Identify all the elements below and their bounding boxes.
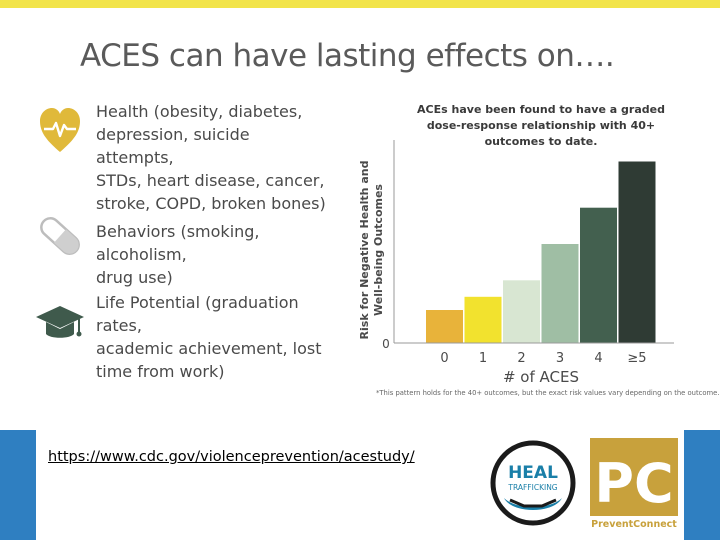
pc-logo-word: PC bbox=[594, 452, 673, 515]
effect-behaviors: Behaviors (smoking, alcoholism, drug use… bbox=[96, 220, 336, 289]
effect-line: depression, suicide attempts, bbox=[96, 125, 250, 167]
bar-4 bbox=[580, 207, 617, 343]
effect-health: Health (obesity, diabetes, depression, s… bbox=[96, 100, 326, 215]
heal-logo-word: HEAL bbox=[508, 463, 558, 483]
slide-title: ACES can have lasting effects on…. bbox=[80, 38, 615, 74]
chart-title-line: dose-response relationship with 40+ outc… bbox=[426, 119, 656, 148]
bar-0 bbox=[426, 310, 463, 343]
cdc-aces-study-link[interactable]: https://www.cdc.gov/violenceprevention/a… bbox=[48, 449, 415, 465]
y-tick-label: 0 bbox=[382, 337, 390, 351]
chart-footnote: *This pattern holds for the 40+ outcomes… bbox=[376, 389, 720, 397]
bar-1 bbox=[464, 296, 502, 343]
heal-trafficking-logo: HEAL TRAFFICKING bbox=[490, 440, 576, 526]
effect-line: drug use) bbox=[96, 268, 173, 287]
footer-right-accent bbox=[684, 430, 720, 540]
x-tick-label: 4 bbox=[594, 351, 602, 366]
bar-2 bbox=[503, 280, 540, 343]
pill-icon bbox=[40, 217, 80, 255]
chart-title-line: ACEs have been found to have a graded bbox=[417, 103, 665, 116]
x-tick-label: 2 bbox=[517, 351, 525, 366]
footer-left-accent bbox=[0, 430, 36, 540]
y-axis-label-line: Risk for Negative Health and bbox=[358, 161, 371, 340]
graduation-cap-icon bbox=[36, 306, 84, 338]
x-tick-label: 0 bbox=[440, 351, 448, 366]
heal-logo-subtitle: TRAFFICKING bbox=[507, 483, 557, 492]
x-tick-label: ≥5 bbox=[627, 351, 646, 366]
top-accent-bar bbox=[0, 0, 720, 8]
y-axis-label-line: Well-being Outcomes bbox=[372, 184, 385, 316]
x-axis-label: # of ACES bbox=[503, 368, 579, 386]
effect-line: Life Potential (graduation rates, bbox=[96, 293, 299, 335]
effect-line: time from work) bbox=[96, 362, 225, 381]
bar-3 bbox=[541, 244, 579, 343]
effect-line: stroke, COPD, broken bones) bbox=[96, 194, 326, 213]
x-tick-label: 3 bbox=[556, 351, 564, 366]
pc-logo-subtitle: PreventConnect bbox=[591, 519, 677, 530]
heart-pulse-icon bbox=[40, 108, 80, 152]
effect-line: academic achievement, lost bbox=[96, 339, 322, 358]
effect-line: STDs, heart disease, cancer, bbox=[96, 171, 325, 190]
effect-line: Behaviors (smoking, alcoholism, bbox=[96, 222, 260, 264]
aces-risk-bar-chart: Risk for Negative Health and Well-being … bbox=[358, 140, 674, 386]
bar-5 bbox=[618, 161, 656, 343]
effect-line: Health (obesity, diabetes, bbox=[96, 102, 303, 121]
effect-life-potential: Life Potential (graduation rates, academ… bbox=[96, 291, 336, 383]
prevent-connect-logo: PC PreventConnect bbox=[590, 438, 678, 530]
chart-title: ACEs have been found to have a graded do… bbox=[396, 102, 686, 150]
x-tick-label: 1 bbox=[479, 351, 487, 366]
